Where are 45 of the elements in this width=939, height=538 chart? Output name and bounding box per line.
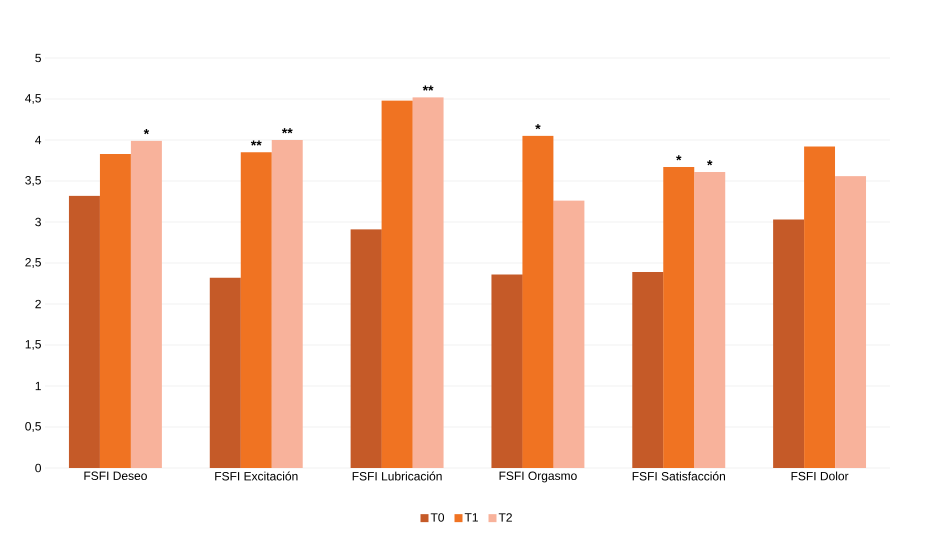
x-tick-label: FSFI Lubricación — [352, 472, 442, 480]
x-tick-label: FSFI Excitación — [215, 472, 298, 480]
bar — [382, 100, 413, 468]
bar — [210, 278, 241, 468]
bar — [272, 140, 303, 468]
legend-label: T1 — [464, 513, 478, 522]
y-tick-label: 1 — [36, 382, 41, 390]
bar — [240, 152, 272, 468]
bar — [804, 146, 836, 468]
bar — [68, 196, 100, 468]
y-tick-label: 3 — [35, 218, 41, 226]
annotation: ** — [282, 128, 293, 134]
y-tick-label: 3,5 — [25, 176, 41, 186]
bar — [663, 167, 694, 468]
y-tick-label: 2 — [35, 300, 41, 308]
legend-label: T0 — [430, 513, 444, 522]
x-tick-label: FSFI Dolor — [792, 472, 848, 480]
x-tick-label: FSFI Deseo — [84, 472, 147, 480]
y-tick-label: 4,5 — [25, 94, 41, 104]
bar — [553, 200, 584, 468]
y-tick-label: 0,5 — [25, 422, 41, 432]
bar — [522, 136, 554, 468]
x-tick-label: FSFI Satisfacción — [632, 472, 725, 480]
bar — [100, 154, 131, 468]
bar — [632, 272, 664, 468]
y-tick-label: 4 — [35, 136, 42, 144]
annotation: ** — [250, 140, 262, 146]
bar — [130, 140, 162, 468]
bar — [412, 97, 444, 468]
bar — [350, 229, 382, 468]
bar — [773, 220, 804, 468]
y-tick-label: 5 — [35, 54, 41, 62]
legend-label: T2 — [498, 513, 512, 522]
annotation: * — [535, 124, 541, 130]
annotation: * — [676, 155, 682, 160]
y-tick-label: 2,5 — [25, 258, 41, 268]
bar — [491, 274, 522, 468]
y-tick-label: 0 — [35, 464, 42, 472]
bar — [835, 176, 866, 468]
annotation: * — [144, 128, 150, 134]
annotation: ** — [422, 86, 434, 91]
bar — [694, 172, 726, 468]
y-tick-label: 1,5 — [26, 340, 41, 350]
annotation: * — [707, 160, 712, 166]
x-tick-label: FSFI Orgasmo — [500, 472, 577, 482]
